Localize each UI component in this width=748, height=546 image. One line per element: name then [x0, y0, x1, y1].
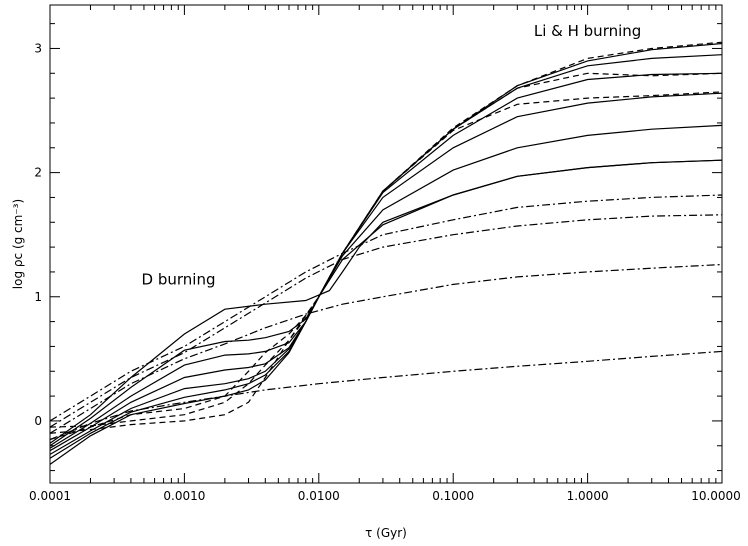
y-axis-title: log ρc (g cm⁻³)	[11, 199, 25, 289]
x-tick-label: 0.0001	[29, 489, 71, 503]
curve-dashed-8	[49, 72, 723, 428]
x-tick-label: 0.0010	[163, 489, 205, 503]
x-tick-label: 1.0000	[567, 489, 609, 503]
curve-dashdot-13	[49, 350, 723, 441]
curve-dashdot-10	[49, 194, 723, 422]
y-tick-label: 1	[34, 290, 42, 304]
curve-dashdot-11	[49, 214, 723, 428]
y-tick-label: 3	[34, 41, 42, 55]
curve-solid-4	[49, 124, 723, 449]
x-tick-label: 0.1000	[432, 489, 474, 503]
y-tick-label: 0	[34, 414, 42, 428]
curve-dashdot-12	[49, 263, 723, 434]
plot-frame	[49, 4, 723, 484]
x-tick-label: 10.0000	[691, 489, 741, 503]
x-tick-label: 0.0100	[298, 489, 340, 503]
y-tick-label: 2	[34, 166, 42, 180]
annotation-d-burning: D burning	[142, 270, 216, 288]
curve-solid-2	[49, 72, 723, 455]
annotation-li-h-burning: Li & H burning	[534, 22, 641, 40]
curve-solid-6	[49, 159, 723, 444]
tick-marks	[49, 5, 723, 483]
curve-dashed-9	[49, 91, 723, 441]
x-tick-labels: 0.0001 0.0010 0.0100 0.1000 1.0000 10.0000	[29, 489, 741, 503]
curves	[49, 41, 723, 465]
x-axis-title: τ (Gyr)	[365, 526, 407, 540]
y-tick-labels: 0 1 2 3	[34, 41, 42, 427]
curve-solid-5	[49, 159, 723, 447]
curve-solid-1	[49, 54, 723, 459]
